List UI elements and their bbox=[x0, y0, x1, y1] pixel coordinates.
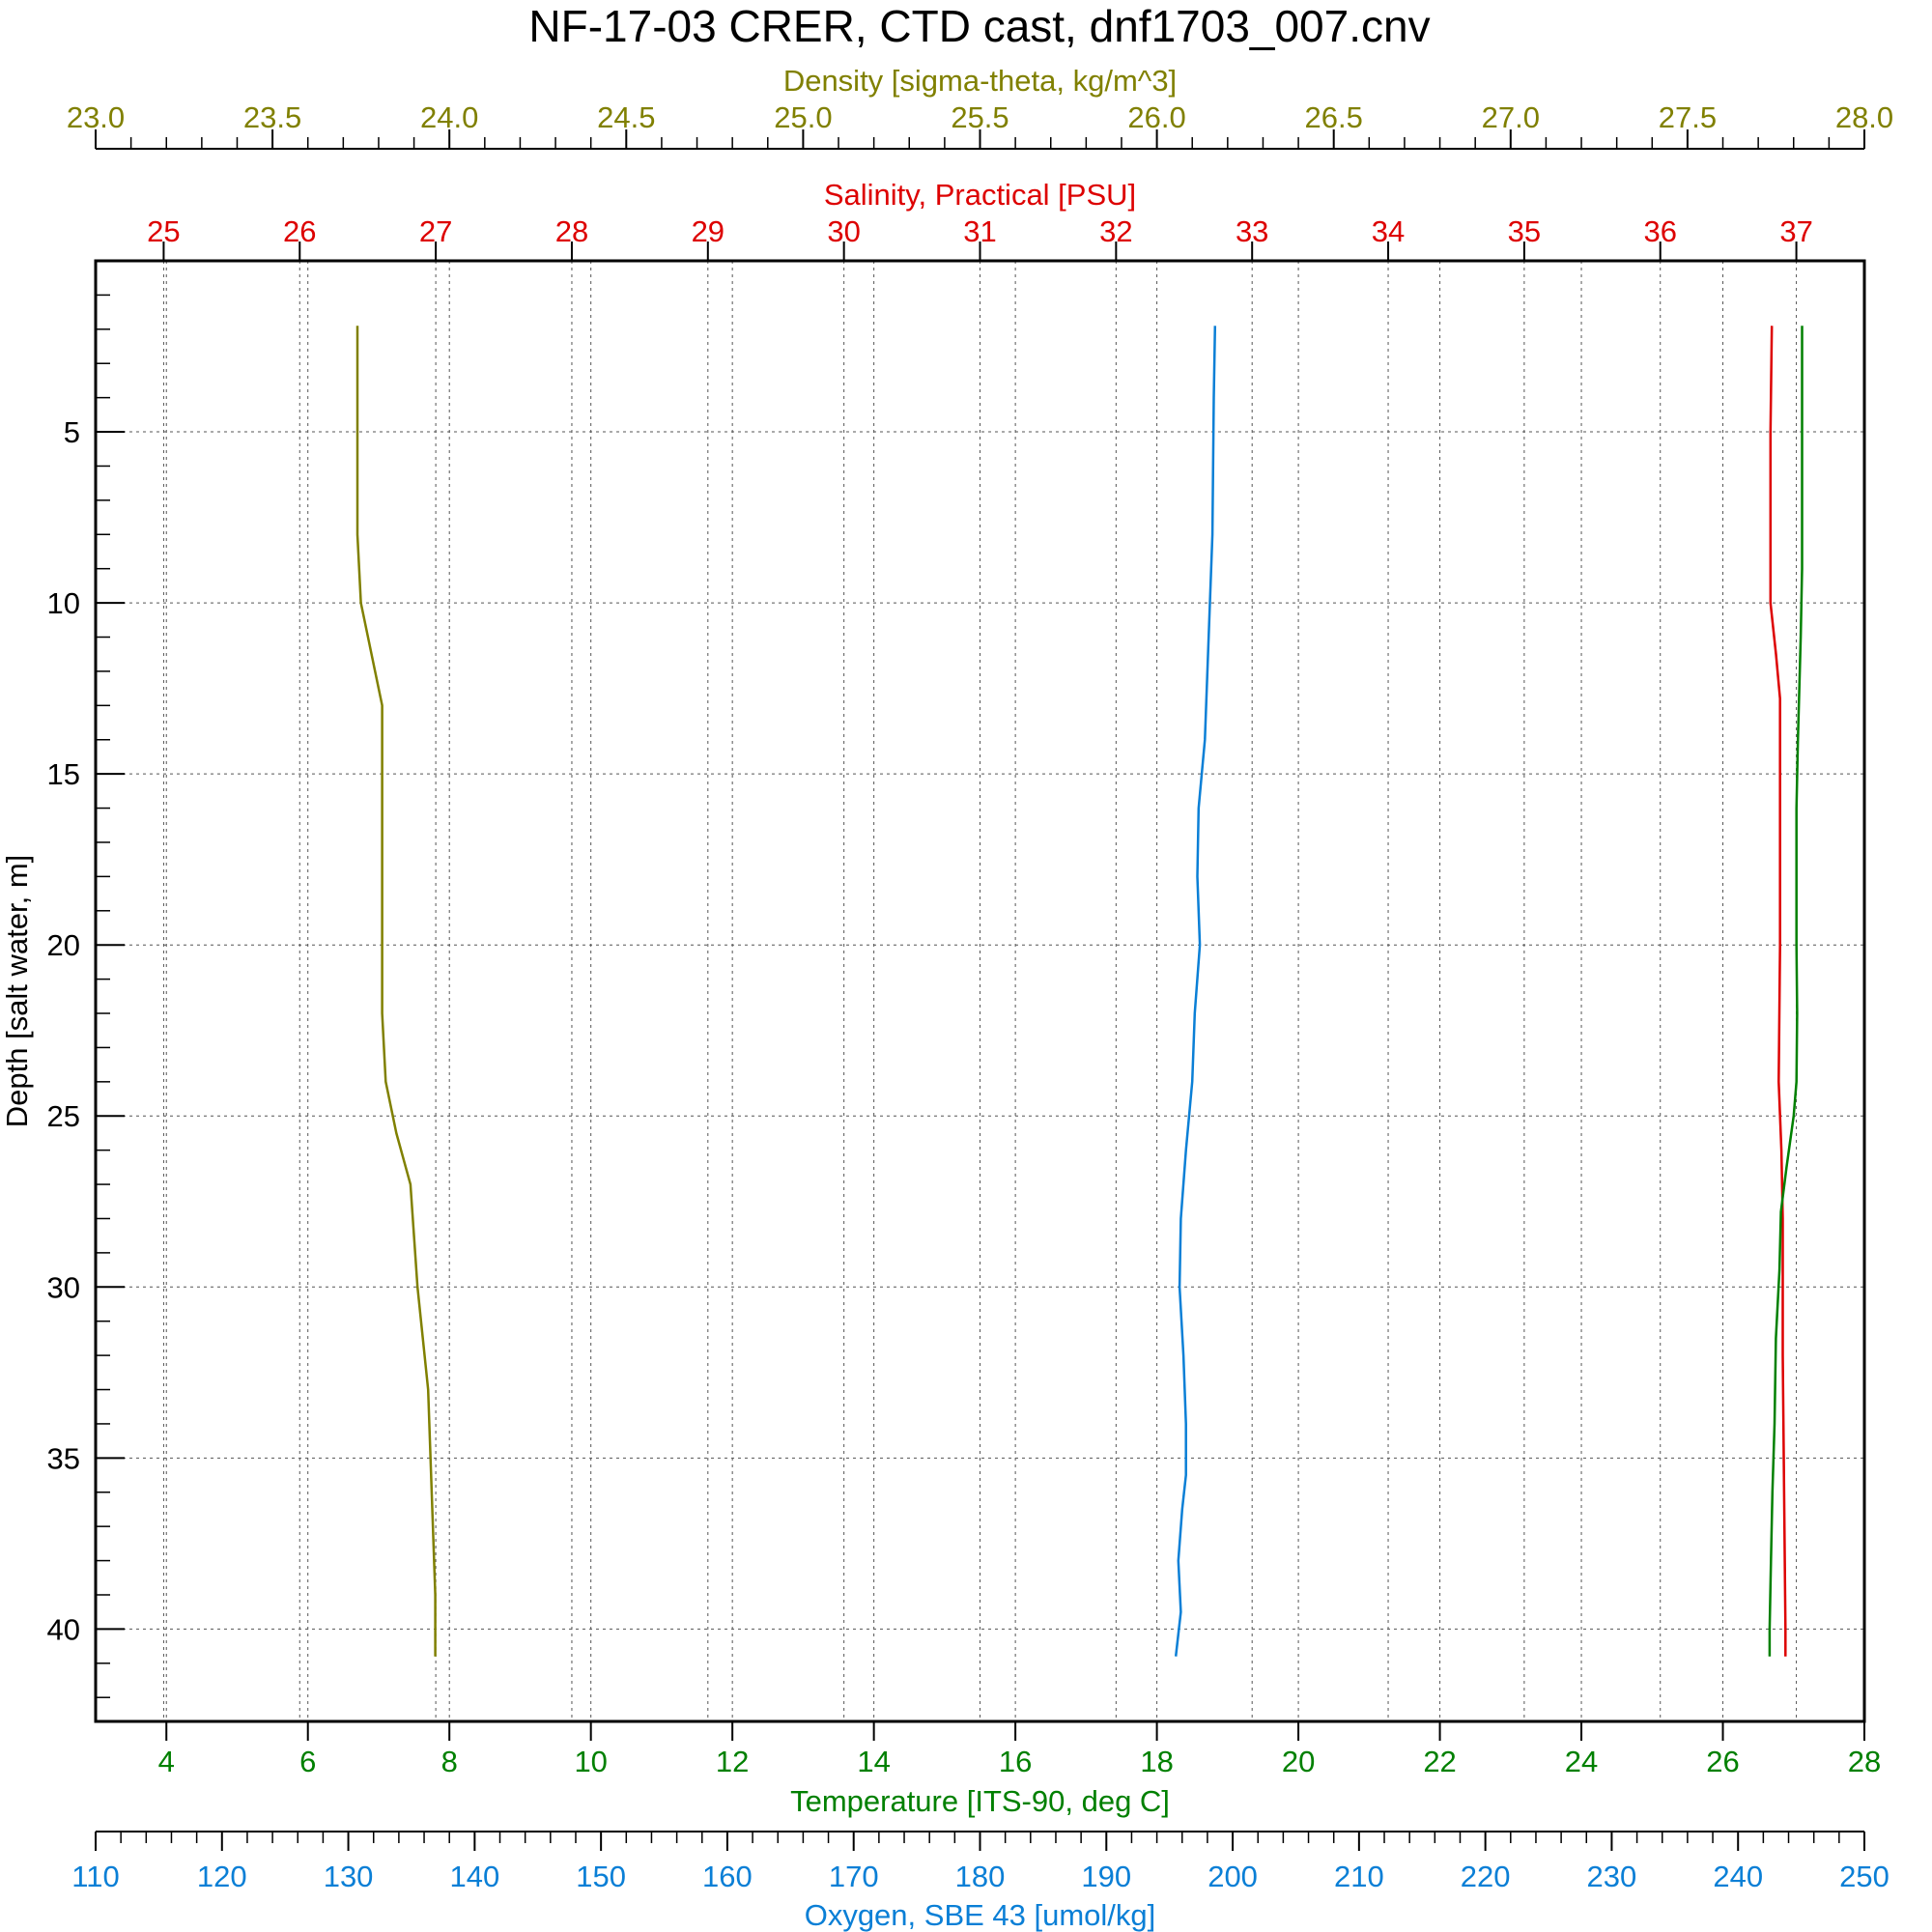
temperature-tick-label: 6 bbox=[299, 1745, 316, 1778]
oxygen-tick-label: 200 bbox=[1208, 1860, 1258, 1893]
salinity-tick-label: 34 bbox=[1372, 214, 1405, 248]
oxygen-profile-line bbox=[1174, 326, 1217, 1657]
depth-tick-label: 15 bbox=[47, 757, 80, 791]
salinity-tick-label: 25 bbox=[147, 214, 180, 248]
density-axis-title: Density [sigma-theta, kg/m^3] bbox=[783, 64, 1177, 98]
salinity-axis: 25 26 27 28 29 30 31 32 33 34 35 36 37 Salinity, Prac… bbox=[147, 178, 1813, 261]
salinity-tick-label: 26 bbox=[283, 214, 316, 248]
salinity-tick-label: 33 bbox=[1236, 214, 1268, 248]
temperature-axis-title: Temperature [ITS-90, deg C] bbox=[790, 1784, 1170, 1818]
salinity-tick-label: 29 bbox=[692, 214, 724, 248]
density-tick-label: 26.5 bbox=[1305, 100, 1363, 134]
temperature-tick-label: 26 bbox=[1706, 1745, 1739, 1778]
oxygen-tick-label: 160 bbox=[702, 1860, 753, 1893]
salinity-tick-label: 27 bbox=[419, 214, 452, 248]
oxygen-tick-label: 190 bbox=[1081, 1860, 1131, 1893]
salinity-tick-label: 31 bbox=[963, 214, 996, 248]
temperature-tick-label: 14 bbox=[857, 1745, 890, 1778]
density-profile-line bbox=[355, 326, 437, 1657]
depth-tick-label: 5 bbox=[64, 415, 80, 449]
temperature-profile-line bbox=[1768, 326, 1804, 1657]
temperature-tick-label: 24 bbox=[1565, 1745, 1598, 1778]
axes: 5 10 15 20 25 30 35 40 Depth [salt water, m] 23.0… bbox=[0, 64, 1893, 1932]
oxygen-tick-label: 130 bbox=[324, 1860, 374, 1893]
salinity-tick-label: 28 bbox=[555, 214, 588, 248]
oxygen-tick-label: 240 bbox=[1713, 1860, 1763, 1893]
depth-tick-label: 25 bbox=[47, 1099, 80, 1133]
oxygen-tick-label: 230 bbox=[1587, 1860, 1637, 1893]
temperature-tick-label: 12 bbox=[716, 1745, 749, 1778]
temperature-tick-label: 20 bbox=[1282, 1745, 1315, 1778]
density-tick-label: 24.0 bbox=[420, 100, 478, 134]
temperature-tick-label: 4 bbox=[158, 1745, 175, 1778]
density-tick-label: 26.0 bbox=[1127, 100, 1185, 134]
density-tick-label: 27.5 bbox=[1659, 100, 1717, 134]
temperature-tick-label: 18 bbox=[1140, 1745, 1173, 1778]
density-tick-label: 27.0 bbox=[1482, 100, 1540, 134]
temperature-tick-label: 16 bbox=[999, 1745, 1032, 1778]
oxygen-tick-label: 220 bbox=[1461, 1860, 1511, 1893]
density-axis: 23.0 23.5 24.0 24.5 25.0 25.5 26.0 26.5 27.0 27.5… bbox=[67, 64, 1893, 150]
salinity-tick-label: 36 bbox=[1643, 214, 1676, 248]
oxygen-tick-label: 140 bbox=[449, 1860, 499, 1893]
depth-tick-label: 20 bbox=[47, 928, 80, 962]
oxygen-axis-title: Oxygen, SBE 43 [umol/kg] bbox=[805, 1898, 1156, 1932]
temperature-tick-label: 22 bbox=[1423, 1745, 1456, 1778]
series-layer bbox=[355, 326, 1804, 1657]
density-tick-label: 25.0 bbox=[774, 100, 832, 134]
temperature-tick-label: 8 bbox=[441, 1745, 458, 1778]
salinity-tick-label: 37 bbox=[1779, 214, 1812, 248]
oxygen-axis: 110 120 130 140 150 160 170 180 190 200 210 220 230 2… bbox=[71, 1831, 1889, 1932]
chart-title: NF-17-03 CRER, CTD cast, dnf1703_007.cnv bbox=[528, 1, 1430, 51]
salinity-tick-label: 32 bbox=[1099, 214, 1132, 248]
salinity-tick-label: 35 bbox=[1508, 214, 1541, 248]
density-tick-label: 23.0 bbox=[67, 100, 125, 134]
oxygen-tick-label: 120 bbox=[197, 1860, 247, 1893]
salinity-tick-label: 30 bbox=[827, 214, 860, 248]
oxygen-tick-label: 170 bbox=[829, 1860, 879, 1893]
y-axis-title: Depth [salt water, m] bbox=[0, 855, 34, 1128]
temperature-tick-label: 10 bbox=[574, 1745, 607, 1778]
density-tick-label: 25.5 bbox=[951, 100, 1009, 134]
depth-tick-label: 10 bbox=[47, 586, 80, 620]
salinity-axis-title: Salinity, Practical [PSU] bbox=[824, 178, 1136, 212]
salinity-profile-line bbox=[1769, 326, 1787, 1657]
oxygen-tick-label: 180 bbox=[955, 1860, 1006, 1893]
depth-tick-label: 30 bbox=[47, 1270, 80, 1304]
density-tick-label: 24.5 bbox=[597, 100, 655, 134]
oxygen-tick-label: 210 bbox=[1334, 1860, 1384, 1893]
oxygen-tick-label: 110 bbox=[71, 1860, 119, 1893]
density-tick-label: 23.5 bbox=[243, 100, 301, 134]
oxygen-tick-label: 250 bbox=[1839, 1860, 1889, 1893]
temperature-tick-label: 28 bbox=[1848, 1745, 1881, 1778]
oxygen-tick-label: 150 bbox=[576, 1860, 626, 1893]
depth-tick-label: 35 bbox=[47, 1441, 80, 1475]
temperature-axis: 4 6 8 10 12 14 16 18 20 22 24 26 28 Temperature [ITS-… bbox=[158, 1721, 1881, 1818]
plot-frame bbox=[94, 259, 1866, 1723]
depth-tick-label: 40 bbox=[47, 1612, 80, 1646]
density-tick-label: 28.0 bbox=[1835, 100, 1893, 134]
